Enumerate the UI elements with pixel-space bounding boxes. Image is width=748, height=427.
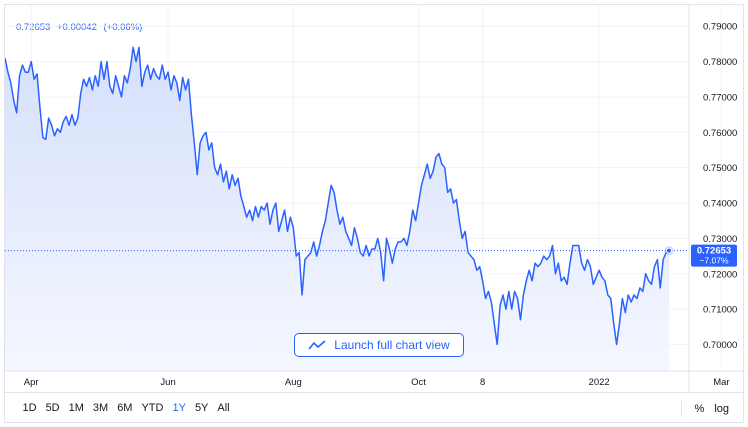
x-tick-label: Aug — [285, 377, 302, 388]
range-button-1y[interactable]: 1Y — [172, 402, 186, 414]
chart-line-icon — [308, 340, 326, 350]
last-point-marker — [666, 247, 672, 254]
chart-widget: 0.72653 +0.00042 (+0.06%) 0.79000 0.78000… — [4, 4, 745, 423]
chart-plot[interactable]: 0.79000 0.78000 0.77000 0.76000 0.75000 0.740… — [5, 5, 745, 393]
range-button-1d[interactable]: 1D — [22, 402, 37, 414]
range-button-all[interactable]: All — [217, 402, 230, 414]
y-axis-labels: 0.79000 0.78000 0.77000 0.76000 0.75000 0.740… — [703, 22, 737, 351]
y-tick-label: 0.71000 — [703, 305, 737, 316]
area-fill — [5, 47, 669, 372]
scale-options: % log — [680, 401, 734, 417]
x-tick-label: 2022 — [589, 377, 610, 388]
range-button-5d[interactable]: 5D — [45, 402, 60, 414]
x-tick-label: Oct — [411, 377, 426, 388]
launch-full-chart-label: Launch full chart view — [334, 338, 450, 352]
range-selector: 1D 5D 1M 3M 6M YTD 1Y 5Y All — [18, 401, 234, 415]
percent-scale-button[interactable]: % — [694, 403, 705, 415]
toolbar-divider — [680, 401, 682, 417]
x-axis-labels: Apr Jun Aug Oct 8 2022 Mar — [24, 377, 730, 388]
area-fill-group — [5, 47, 669, 372]
y-tick-label: 0.70000 — [703, 340, 737, 351]
price-tag-change: −7.07% — [699, 256, 729, 266]
range-button-6m[interactable]: 6M — [117, 402, 133, 414]
price-line — [5, 46, 670, 346]
bottom-toolbar: 1D 5D 1M 3M 6M YTD 1Y 5Y All % log — [4, 392, 744, 423]
range-button-ytd[interactable]: YTD — [141, 402, 164, 414]
price-tag: 0.72653 −7.07% — [691, 244, 737, 267]
log-scale-button[interactable]: log — [714, 403, 729, 415]
launch-full-chart-button[interactable]: Launch full chart view — [294, 333, 464, 357]
range-button-3m[interactable]: 3M — [92, 402, 109, 414]
x-tick-label: Apr — [24, 377, 39, 388]
y-tick-label: 0.78000 — [703, 57, 737, 68]
price-line-group — [5, 46, 689, 346]
y-tick-label: 0.75000 — [703, 163, 737, 174]
x-tick-label: Jun — [160, 377, 175, 388]
quote-header: 0.72653 +0.00042 (+0.06%) — [16, 22, 146, 33]
y-tick-label: 0.79000 — [703, 22, 737, 33]
quote-change: +0.00042 — [56, 22, 97, 33]
y-tick-label: 0.77000 — [703, 92, 737, 103]
x-tick-label: 8 — [480, 377, 485, 388]
y-tick-label: 0.72000 — [703, 269, 737, 280]
y-tick-label: 0.73000 — [703, 234, 737, 245]
range-button-1m[interactable]: 1M — [68, 402, 84, 414]
y-tick-label: 0.76000 — [703, 128, 737, 139]
x-tick-label: Mar — [713, 377, 729, 388]
price-tag-bg — [691, 244, 737, 267]
y-tick-label: 0.74000 — [703, 199, 737, 210]
quote-change-pct: (+0.06%) — [103, 22, 143, 33]
quote-price: 0.72653 — [16, 22, 51, 33]
range-button-5y[interactable]: 5Y — [194, 402, 209, 414]
price-tag-price: 0.72653 — [697, 246, 731, 257]
